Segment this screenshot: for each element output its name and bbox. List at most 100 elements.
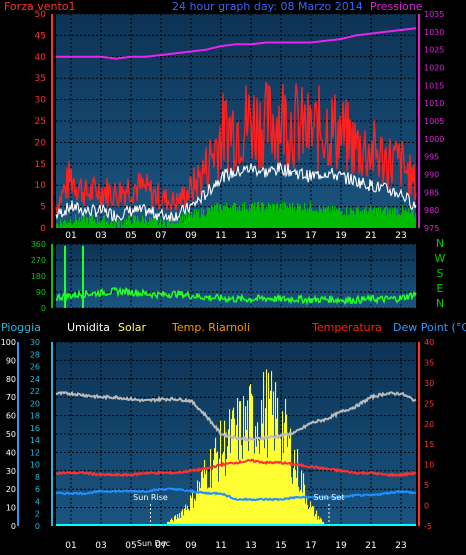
panel1-right-tick-label: 1005: [424, 117, 444, 126]
avg-series-line: [55, 162, 417, 223]
speed-bar: [355, 214, 357, 228]
panel1-x-tick-label: 01: [65, 231, 76, 241]
speed-bar: [84, 215, 86, 228]
pressure-series-line: [56, 27, 417, 60]
solar-bar: [180, 517, 182, 526]
solar-bar: [206, 467, 208, 526]
solar-bar: [270, 390, 272, 526]
solar-bar: [315, 513, 317, 526]
header-left-label: Forza vento1: [4, 0, 76, 13]
solar-bar: [231, 419, 233, 526]
solar-bar: [241, 445, 243, 526]
solar-bar: [294, 449, 296, 526]
legend-temperatura: Temperatura: [311, 321, 382, 334]
solar-bar: [195, 500, 197, 526]
speed-bar: [379, 210, 381, 228]
speed-bar: [152, 220, 154, 228]
panel3-right-tick-label: 30: [424, 379, 434, 388]
solar-bar: [217, 451, 219, 526]
speed-bar: [278, 210, 280, 228]
speed-bar: [257, 202, 259, 228]
speed-bar: [164, 221, 166, 228]
solar-bar: [193, 507, 195, 526]
speed-bar: [229, 211, 231, 228]
speed-bar: [386, 215, 388, 228]
panel3-left2-tick-label: 12: [30, 448, 40, 457]
speed-bar: [334, 206, 336, 228]
speed-bar: [231, 211, 233, 228]
solar-bar: [221, 466, 223, 526]
speed-bar: [397, 209, 399, 228]
speed-bar: [85, 223, 87, 228]
speed-bar: [63, 221, 65, 228]
speed-bar: [185, 220, 187, 228]
speed-bar: [102, 219, 104, 228]
solar-bar: [321, 519, 323, 526]
speed-bar: [395, 208, 397, 228]
speed-bar: [367, 215, 369, 228]
speed-bar: [175, 222, 177, 228]
speed-bar: [58, 225, 60, 228]
speed-bar: [407, 211, 409, 228]
speed-bar: [159, 223, 161, 228]
solar-bar: [320, 517, 322, 526]
solar-bar: [255, 426, 257, 526]
speed-bar: [200, 217, 202, 228]
speed-bar: [303, 210, 305, 228]
speed-bar: [331, 213, 333, 228]
speed-bar: [232, 205, 234, 228]
speed-bar: [129, 216, 131, 228]
speed-bar: [411, 209, 413, 228]
panel2-left-tick-label: 180: [31, 272, 46, 281]
speed-bar: [281, 209, 283, 228]
header-right-label: Pressione: [370, 0, 423, 13]
solar-bar: [171, 518, 173, 526]
legend-pioggia: Pioggia: [1, 321, 41, 334]
solar-bar: [271, 371, 273, 526]
speed-bar: [336, 208, 338, 228]
direction-series-line: [55, 286, 417, 306]
speed-bar: [340, 211, 342, 228]
solar-bar: [258, 440, 260, 526]
speed-bar: [291, 210, 293, 228]
solar-bar: [187, 505, 189, 526]
speed-bar: [134, 215, 136, 228]
speed-bar: [251, 203, 253, 228]
solar-bar: [310, 501, 312, 526]
speed-bar: [392, 208, 394, 228]
solar-bar: [205, 474, 207, 526]
speed-bar: [358, 209, 360, 228]
panel1-right-tick-label: 980: [424, 206, 439, 215]
temperature-series-line: [55, 458, 417, 478]
speed-bar: [285, 203, 287, 228]
speed-bar: [262, 202, 264, 228]
panel1-x-tick-label: 07: [155, 231, 166, 241]
speed-bar: [283, 209, 285, 228]
speed-bar: [264, 210, 266, 228]
speed-bar: [218, 211, 220, 228]
speed-bar: [301, 211, 303, 228]
panel1-right-tick-label: 1015: [424, 81, 444, 90]
solar-bar: [235, 436, 237, 526]
speed-bar: [335, 212, 337, 228]
solar-bar: [229, 409, 231, 526]
speed-bar: [391, 214, 393, 228]
panel3-right-tick-label: 10: [424, 461, 434, 470]
solar-bar: [264, 448, 266, 526]
speed-bar: [364, 208, 366, 228]
solar-bar: [303, 473, 305, 526]
speed-bar: [246, 208, 248, 228]
panel3-left2-tick-label: 30: [30, 338, 40, 347]
solar-bar: [178, 518, 180, 526]
solar-bar: [313, 506, 315, 526]
speed-bar: [103, 215, 105, 228]
speed-bar: [68, 221, 70, 228]
speed-bar: [144, 223, 146, 228]
speed-bar: [167, 221, 169, 228]
speed-bar: [56, 223, 58, 228]
speed-bar: [294, 206, 296, 228]
solar-bar: [190, 495, 192, 526]
speed-bar: [99, 221, 101, 228]
speed-bar: [195, 214, 197, 228]
speed-bar: [222, 210, 224, 228]
